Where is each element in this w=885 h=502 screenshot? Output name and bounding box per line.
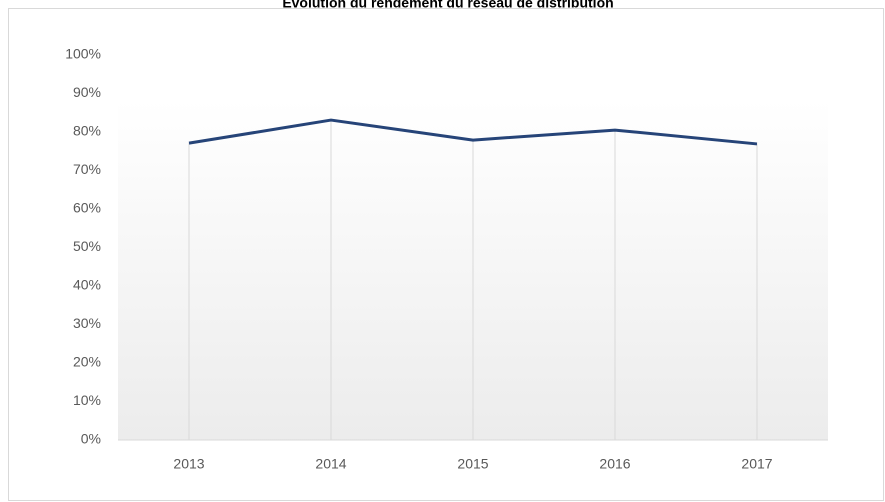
x-tick-label: 2015 xyxy=(457,456,488,472)
x-tick-label: 2017 xyxy=(741,456,772,472)
y-tick-label: 30% xyxy=(73,315,101,331)
y-tick-label: 10% xyxy=(73,392,101,408)
y-tick-label: 100% xyxy=(65,46,101,62)
y-tick-label: 0% xyxy=(81,431,101,447)
y-tick-label: 80% xyxy=(73,123,101,139)
x-tick-label: 2013 xyxy=(173,456,204,472)
x-tick-label: 2016 xyxy=(599,456,630,472)
y-tick-label: 50% xyxy=(73,238,101,254)
chart-title: Évolution du rendement du réseau de dist… xyxy=(282,0,613,11)
y-tick-label: 90% xyxy=(73,84,101,100)
y-tick-label: 70% xyxy=(73,161,101,177)
data-line xyxy=(188,118,758,146)
x-tick-label: 2014 xyxy=(315,456,346,472)
y-tick-label: 20% xyxy=(73,354,101,370)
y-tick-label: 40% xyxy=(73,277,101,293)
y-tick-label: 60% xyxy=(73,200,101,216)
